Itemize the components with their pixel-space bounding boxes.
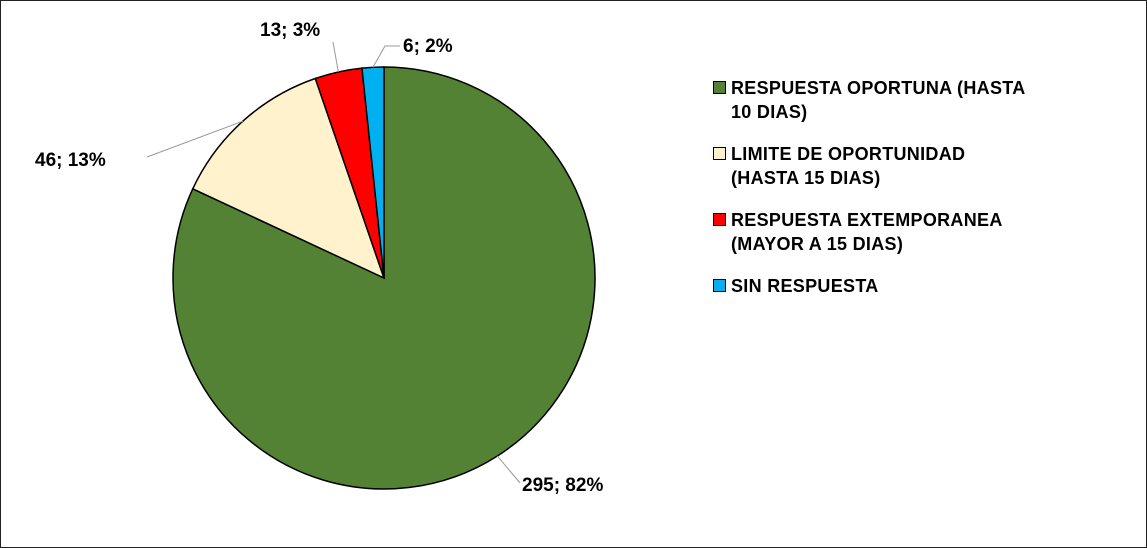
legend-label-respuesta-oportuna: RESPUESTA OPORTUNA (HASTA 10 DIAS): [731, 78, 1026, 122]
leader-line-limite-oportunidad: [146, 120, 243, 158]
legend-label-respuesta-extemporanea: RESPUESTA EXTEMPORANEA (MAYOR A 15 DIAS): [731, 210, 1003, 254]
leader-line-respuesta-extemporanea: [332, 41, 339, 73]
legend-swatch-sin-respuesta: [713, 279, 726, 292]
legend-item-respuesta-oportuna: RESPUESTA OPORTUNA (HASTA 10 DIAS): [713, 76, 1143, 123]
data-label-respuesta-oportuna: 295; 82%: [522, 475, 603, 496]
legend-swatch-limite-oportunidad: [713, 147, 726, 160]
legend-item-limite-oportunidad: LIMITE DE OPORTUNIDAD (HASTA 15 DIAS): [713, 142, 1143, 189]
leader-line-respuesta-oportuna: [496, 455, 521, 484]
legend-swatch-respuesta-extemporanea: [713, 213, 726, 226]
legend-label-limite-oportunidad: LIMITE DE OPORTUNIDAD (HASTA 15 DIAS): [731, 144, 966, 188]
legend-item-sin-respuesta: SIN RESPUESTA: [713, 274, 1143, 298]
data-label-respuesta-extemporanea: 13; 3%: [260, 20, 320, 41]
data-label-sin-respuesta: 6; 2%: [403, 36, 453, 57]
pie-slice-sin-respuesta: [361, 66, 385, 279]
data-label-limite-oportunidad: 46; 13%: [35, 150, 106, 171]
leader-lines: [146, 41, 521, 484]
leader-line-sin-respuesta: [372, 45, 400, 68]
legend-swatch-respuesta-oportuna: [713, 81, 726, 94]
pie-slices: [172, 66, 596, 490]
legend-item-respuesta-extemporanea: RESPUESTA EXTEMPORANEA (MAYOR A 15 DIAS): [713, 208, 1143, 255]
legend-label-sin-respuesta: SIN RESPUESTA: [731, 276, 879, 296]
legend: RESPUESTA OPORTUNA (HASTA 10 DIAS) LIMIT…: [713, 76, 1143, 317]
